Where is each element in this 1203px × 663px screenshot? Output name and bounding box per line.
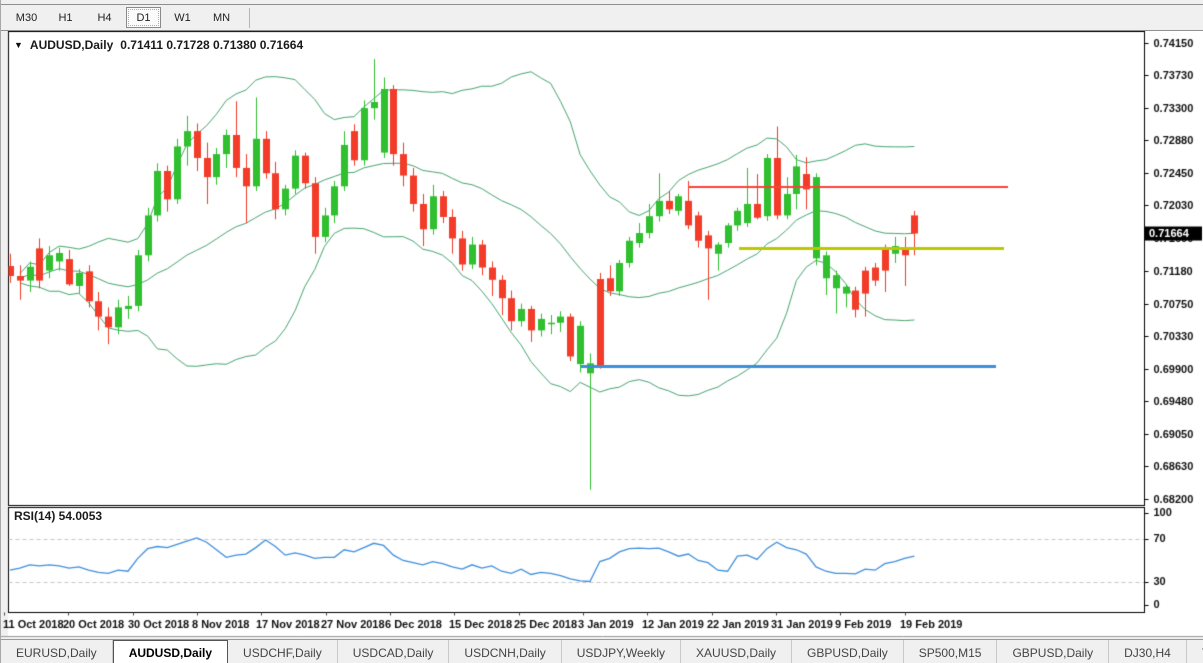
price-chart-canvas[interactable] <box>1 31 1203 639</box>
symbol-tabbar: EURUSD,Daily AUDUSD,Daily USDCHF,Daily USDC… <box>1 639 1203 663</box>
timeframe-toolbar: M30 H1 H4 D1 W1 MN <box>1 5 1203 30</box>
symbol-tab-usdchf-daily[interactable]: USDCHF,Daily <box>228 640 338 663</box>
symbol-tab-dj30-h4[interactable]: DJ30,H4 <box>1109 640 1187 663</box>
timeframe-button-m30[interactable]: M30 <box>15 11 38 24</box>
rsi-indicator-label: RSI(14) 54.0053 <box>14 509 103 523</box>
symbol-tab-usdcad-daily[interactable]: USDCAD,Daily <box>338 640 450 663</box>
symbol-tab-xauusd-daily[interactable]: XAUUSD,Daily <box>681 640 793 663</box>
symbol-tab-gbpusd-daily[interactable]: GBPUSD,Daily <box>997 640 1110 663</box>
symbol-tab-audusd-daily[interactable]: AUDUSD,Daily <box>112 640 229 663</box>
chart-symbol-label: AUDUSD,Daily <box>29 38 114 52</box>
symbol-tab-usdjpy-weekly[interactable]: USDJPY,Weekly <box>562 640 682 663</box>
timeframe-button-mn[interactable]: MN <box>212 11 231 24</box>
symbol-tab-gbpusd-daily[interactable]: GBPUSD,Daily <box>792 640 904 663</box>
toolbar-separator <box>249 7 250 28</box>
symbol-tab-tech100[interactable]: TECH100 <box>1187 640 1203 663</box>
timeframe-button-d1[interactable]: D1 <box>126 7 161 28</box>
chart-ohlc-values: 0.71411 0.71728 0.71380 0.71664 <box>120 38 304 52</box>
chart-title: ▼ AUDUSD,Daily 0.71411 0.71728 0.71380 0… <box>14 38 303 52</box>
timeframe-button-h4[interactable]: H4 <box>97 11 112 24</box>
timeframe-button-w1[interactable]: W1 <box>174 11 191 24</box>
symbol-tab-eurusd-daily[interactable]: EURUSD,Daily <box>1 640 113 663</box>
chart-dropdown-icon[interactable]: ▼ <box>14 40 23 50</box>
window-top-edge <box>1 0 1203 5</box>
symbol-tab-sp500-m15[interactable]: SP500,M15 <box>904 640 998 663</box>
symbol-tab-usdcnh-daily[interactable]: USDCNH,Daily <box>449 640 562 663</box>
chart-area: ▼ AUDUSD,Daily 0.71411 0.71728 0.71380 0… <box>1 30 1203 639</box>
timeframe-button-h1[interactable]: H1 <box>58 11 73 24</box>
